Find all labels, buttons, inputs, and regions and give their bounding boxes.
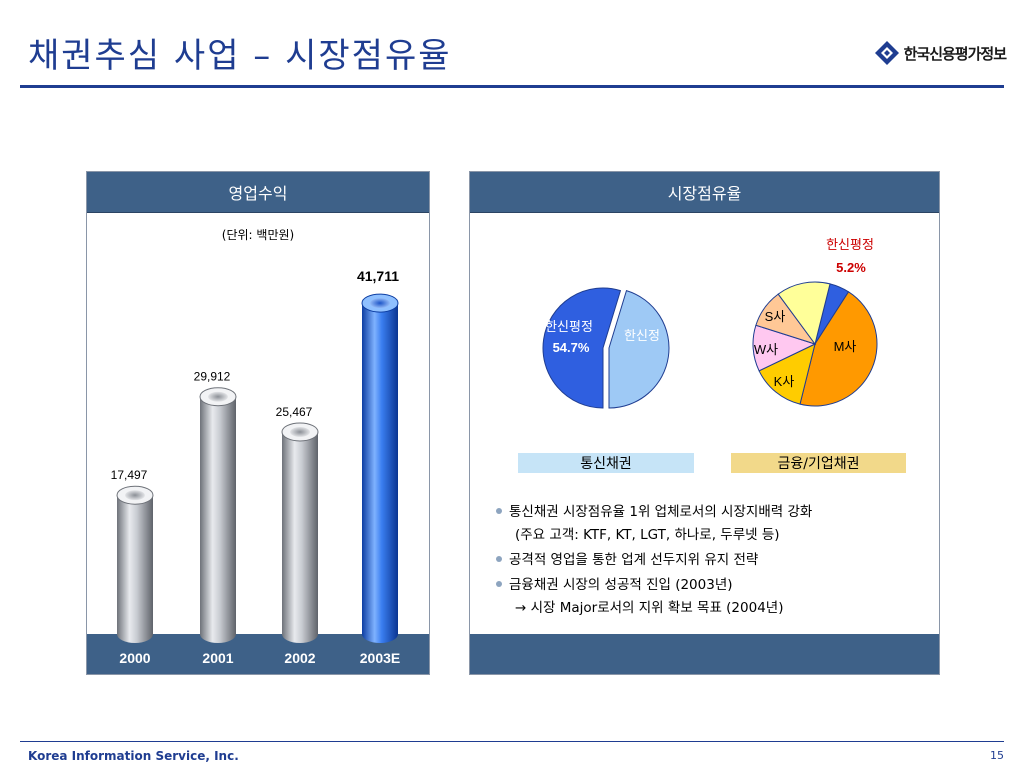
bullet-dot-icon	[496, 556, 502, 562]
bullet-subline: (주요 고객: KTF, KT, LGT, 하나로, 두루넷 등)	[515, 527, 780, 543]
bullet-subline: → 시장 Major로서의 지위 확보 목표 (2004년)	[515, 600, 784, 616]
bar-value-label: 41,711	[357, 268, 399, 284]
bullet-dot-icon	[496, 508, 502, 514]
bar-2002	[281, 422, 319, 643]
bar-2000	[116, 485, 154, 643]
bullet-dot-icon	[496, 581, 502, 587]
unit-label: (단위: 백만원)	[221, 228, 295, 242]
logo-mark-icon	[874, 41, 899, 65]
bar-value-label: 17,497	[111, 468, 148, 482]
market-share-panel-header: 시장점유율	[470, 172, 939, 213]
footer-company: Korea Information Service, Inc.	[28, 749, 239, 763]
key-points: 통신채권 시장점유율 1위 업체로서의 시장지배력 강화 (주요 고객: KTF…	[496, 500, 936, 618]
x-tick-label: 2003E	[360, 650, 400, 666]
market-share-panel-footer	[470, 634, 939, 674]
page-number: 15	[990, 749, 1004, 762]
legend-finance: 금융/기업채권	[731, 453, 906, 473]
bar-value-label: 29,912	[194, 370, 231, 384]
revenue-panel-header: 영업수익	[87, 172, 429, 213]
bullet-item: 통신채권 시장점유율 1위 업체로서의 시장지배력 강화	[496, 500, 936, 525]
title-divider	[20, 85, 1004, 88]
legend-telecom: 통신채권	[518, 453, 694, 473]
revenue-panel: 영업수익 (단위: 백만원)	[86, 171, 430, 675]
bullet-item: 공격적 영업을 통한 업계 선두지위 유지 전략	[496, 548, 936, 573]
bar-2001	[199, 387, 237, 643]
bullet-item: 금융채권 시장의 성공적 진입 (2003년)	[496, 573, 936, 598]
revenue-bar-chart: 17,497 29,912 25,467 41,711 2000 2001 2002 200…	[111, 268, 401, 666]
x-tick-label: 2001	[202, 650, 233, 666]
footer-divider	[20, 741, 1004, 742]
market-share-panel: 시장점유율	[469, 171, 940, 675]
x-tick-label: 2000	[119, 650, 150, 666]
bar-value-label: 25,467	[276, 405, 313, 419]
bar-2003E	[361, 293, 399, 643]
legend-telecom-label: 통신채권	[580, 456, 632, 472]
x-tick-label: 2002	[284, 650, 315, 666]
logo-text: 한국신용평가정보	[903, 44, 1007, 63]
legend-finance-label: 금융/기업채권	[777, 456, 860, 472]
company-logo: 한국신용평가정보	[874, 40, 1007, 66]
page-title: 채권추심 사업 – 시장점유율	[28, 36, 452, 76]
